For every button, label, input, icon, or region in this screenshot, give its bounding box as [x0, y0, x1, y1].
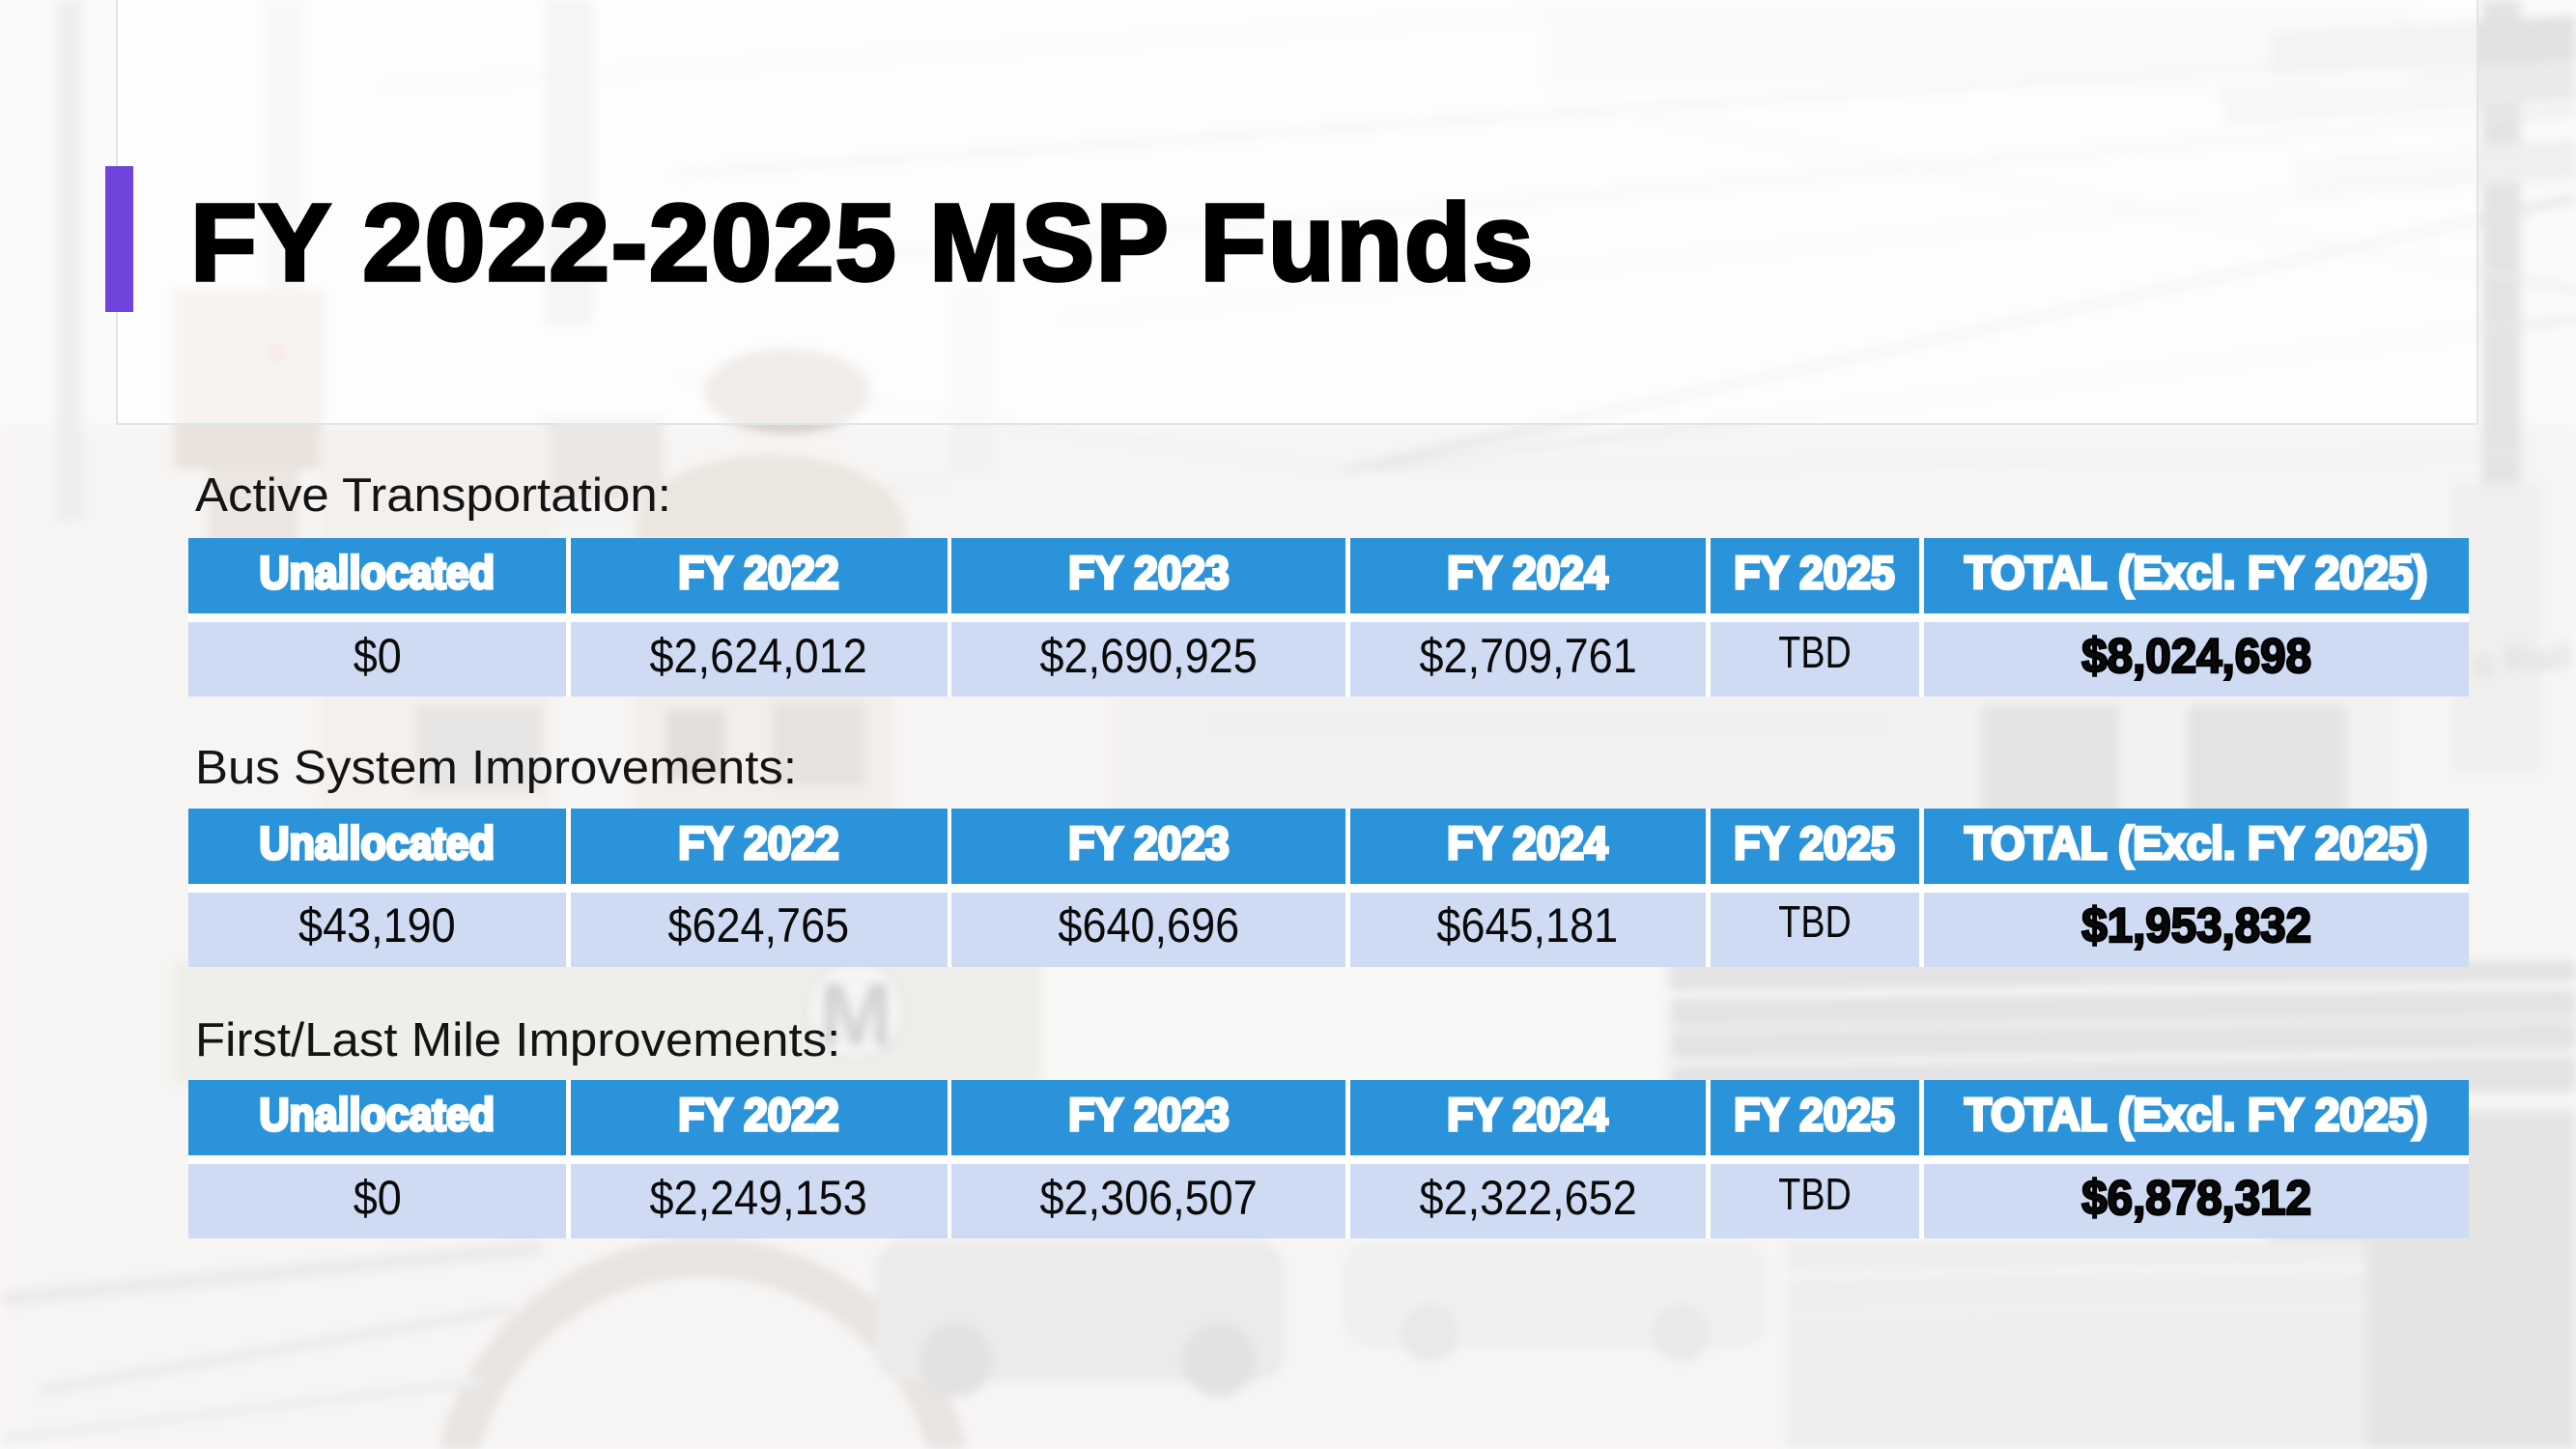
svg-text:o Rail: o Rail [2470, 636, 2573, 685]
svg-text:M: M [819, 966, 893, 1065]
